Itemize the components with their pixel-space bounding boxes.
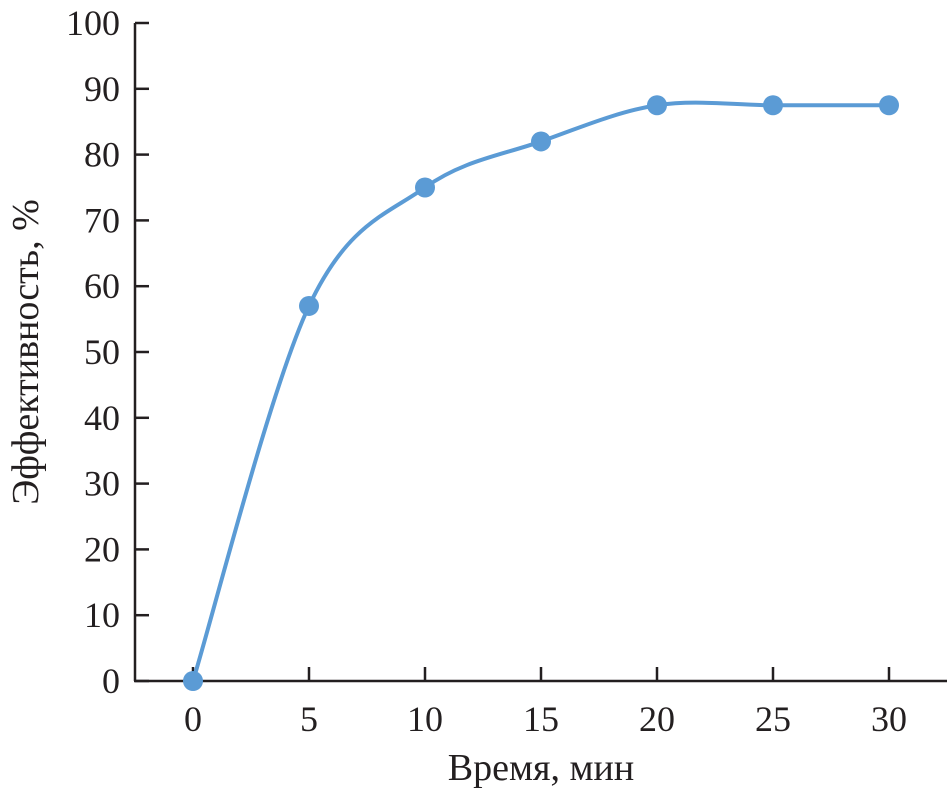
y-tick-label: 80 — [84, 135, 120, 175]
axes — [133, 23, 947, 683]
markers — [183, 95, 899, 691]
x-tick-label: 10 — [407, 699, 443, 739]
data-point — [531, 131, 551, 152]
x-tick-label: 30 — [871, 699, 907, 739]
data-point — [183, 671, 203, 691]
data-point — [763, 95, 783, 116]
x-tick-label: 20 — [639, 699, 675, 739]
y-tick-label: 90 — [84, 69, 120, 109]
y-tick-label: 60 — [84, 266, 120, 306]
x-tick-label: 25 — [755, 699, 791, 739]
x-tick-label: 5 — [300, 699, 318, 739]
y-tick-label: 40 — [84, 398, 120, 438]
x-tick-label: 0 — [184, 699, 202, 739]
data-point — [299, 295, 319, 316]
y-tick-label: 30 — [84, 464, 120, 504]
y-tick-label: 70 — [84, 200, 120, 240]
x-axis-title: Время, мин — [448, 747, 634, 789]
y-tick-label: 0 — [102, 661, 120, 701]
x-tick-label: 15 — [523, 699, 559, 739]
data-point — [415, 177, 435, 198]
series-line — [191, 100, 889, 682]
data-point — [879, 95, 899, 116]
y-tick-label: 10 — [84, 595, 120, 635]
y-tick-label: 50 — [84, 332, 120, 372]
y-tick-label: 20 — [84, 529, 120, 569]
y-tick-label: 100 — [66, 3, 120, 43]
y-axis-title: Эффективность, % — [5, 199, 47, 505]
ticks: 0 10 20 30 40 50 60 70 80 90 100 0 5 10 15 20 25 30 — [66, 3, 907, 739]
data-point — [647, 95, 667, 116]
